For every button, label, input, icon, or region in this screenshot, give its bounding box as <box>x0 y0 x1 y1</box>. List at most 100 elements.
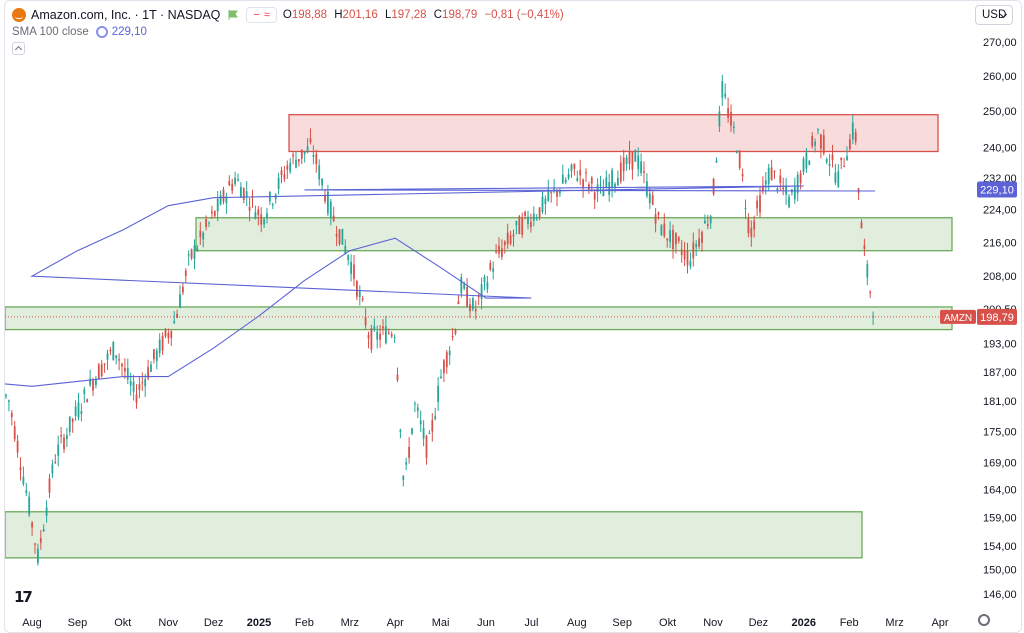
price-label[interactable]: AMZN 198,79 <box>940 308 1017 325</box>
candle-body <box>71 418 74 423</box>
candle-body <box>257 209 260 216</box>
x-tick-label: Okt <box>659 617 676 629</box>
candle-body <box>640 161 642 174</box>
candle-body <box>715 160 718 163</box>
sma-axis-label[interactable]: 229,10 <box>977 181 1017 198</box>
candle-body <box>51 464 54 474</box>
candle-body <box>22 476 25 485</box>
candle-body <box>315 153 318 165</box>
candle-body <box>448 350 451 356</box>
candle-body <box>60 435 62 437</box>
tradingview-logo-icon[interactable]: 17 <box>14 588 33 606</box>
candle-body <box>211 211 213 214</box>
candle-body <box>619 162 622 182</box>
x-tick-label: Mai <box>432 617 450 629</box>
candle-body <box>608 182 611 195</box>
candle-body <box>385 326 387 344</box>
candle-body <box>399 429 402 432</box>
candle-body <box>373 326 376 330</box>
candle-body <box>350 261 352 274</box>
candle-body <box>556 189 558 197</box>
candle-body <box>756 200 758 209</box>
settings-gear-icon[interactable] <box>978 614 990 626</box>
support-zone[interactable] <box>4 306 953 331</box>
candle-body <box>428 432 431 434</box>
candle-body <box>202 232 205 240</box>
candle-body <box>187 254 190 256</box>
candle-body <box>527 216 529 225</box>
candle-body <box>680 249 683 256</box>
candle-body <box>503 241 506 246</box>
candle-body <box>208 222 210 224</box>
sma-label: SMA 100 close <box>12 26 89 38</box>
candle-body <box>37 548 39 564</box>
y-tick-label: 164,00 <box>983 485 1017 497</box>
candle-body <box>416 407 419 411</box>
candle-body <box>733 126 735 129</box>
x-tick-label: Nov <box>158 617 178 629</box>
candle-body <box>92 380 94 391</box>
x-tick-label: 2026 <box>792 617 816 629</box>
x-tick-label: Aug <box>567 617 587 629</box>
candle-body <box>802 158 805 172</box>
candle-body <box>338 229 341 244</box>
symbol-title[interactable]: Amazon.com, Inc. · 1T · NASDAQ <box>31 8 221 22</box>
candle-body <box>576 178 579 181</box>
candle-body <box>454 329 457 334</box>
candle-body <box>782 187 785 190</box>
sma-line[interactable] <box>4 185 876 387</box>
candle-body <box>625 157 628 165</box>
candle-body <box>480 284 483 299</box>
candle-body <box>559 190 561 194</box>
sma-legend[interactable]: SMA 100 close 229,10 <box>12 26 147 38</box>
candle-body <box>390 333 393 337</box>
high-key: H <box>334 9 343 21</box>
support-zone[interactable] <box>4 511 863 559</box>
support-zone[interactable] <box>195 217 953 252</box>
candle-body <box>698 238 700 247</box>
y-tick-label: 193,00 <box>983 338 1017 350</box>
high-value: 201,16 <box>342 9 378 21</box>
candle-body <box>686 251 689 266</box>
candle-body <box>741 173 744 177</box>
candle-body <box>704 220 706 224</box>
candle-body <box>721 81 724 98</box>
collapse-legend-button[interactable] <box>12 42 25 55</box>
compare-toggle[interactable]: − ≈ <box>246 7 277 23</box>
currency-select[interactable]: USD <box>975 5 1013 25</box>
candle-body <box>414 403 416 405</box>
candle-body <box>509 235 512 244</box>
sma-tag-value: 229,10 <box>980 184 1014 196</box>
symbol-tag <box>940 309 976 324</box>
candle-body <box>489 263 492 270</box>
candle-body <box>184 270 187 277</box>
candle-body <box>295 159 297 168</box>
low-value: 197,28 <box>391 9 427 21</box>
open-value: 198,88 <box>291 9 328 21</box>
candle-body <box>144 379 147 387</box>
resistance-zone[interactable] <box>288 114 939 153</box>
flag-icon[interactable] <box>228 10 239 20</box>
candle-body <box>483 276 486 283</box>
candle-body <box>298 159 300 162</box>
candle-body <box>869 291 872 294</box>
candle-body <box>614 183 616 188</box>
x-tick-label: Mrz <box>885 617 903 629</box>
candle-body <box>730 111 732 126</box>
candle-body <box>692 242 695 259</box>
candle-body <box>376 331 379 340</box>
x-axis[interactable]: Aug Sep Okt Nov Dez 2025 Feb Mrz Apr Mai Jun Jul Aug… <box>22 617 949 629</box>
candle-body <box>709 216 712 224</box>
candle-body <box>358 291 361 298</box>
candle-body <box>793 187 796 200</box>
candle-body <box>872 316 874 318</box>
candle-body <box>570 164 573 172</box>
candle-body <box>582 179 584 188</box>
candle-body <box>216 199 219 212</box>
candle-body <box>666 238 669 241</box>
candle-body <box>182 286 184 293</box>
candle-body <box>54 462 57 464</box>
candle-body <box>260 214 263 225</box>
